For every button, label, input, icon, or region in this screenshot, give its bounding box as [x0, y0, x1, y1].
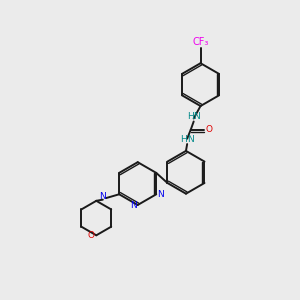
Text: CF₃: CF₃ [192, 37, 209, 47]
Text: N: N [157, 190, 164, 199]
Text: N: N [194, 112, 200, 121]
Text: N: N [187, 135, 194, 144]
Text: N: N [99, 192, 106, 201]
Text: N: N [130, 201, 137, 210]
Text: O: O [87, 231, 94, 240]
Text: O: O [205, 125, 212, 134]
Text: H: H [180, 135, 187, 144]
Text: H: H [187, 112, 194, 121]
